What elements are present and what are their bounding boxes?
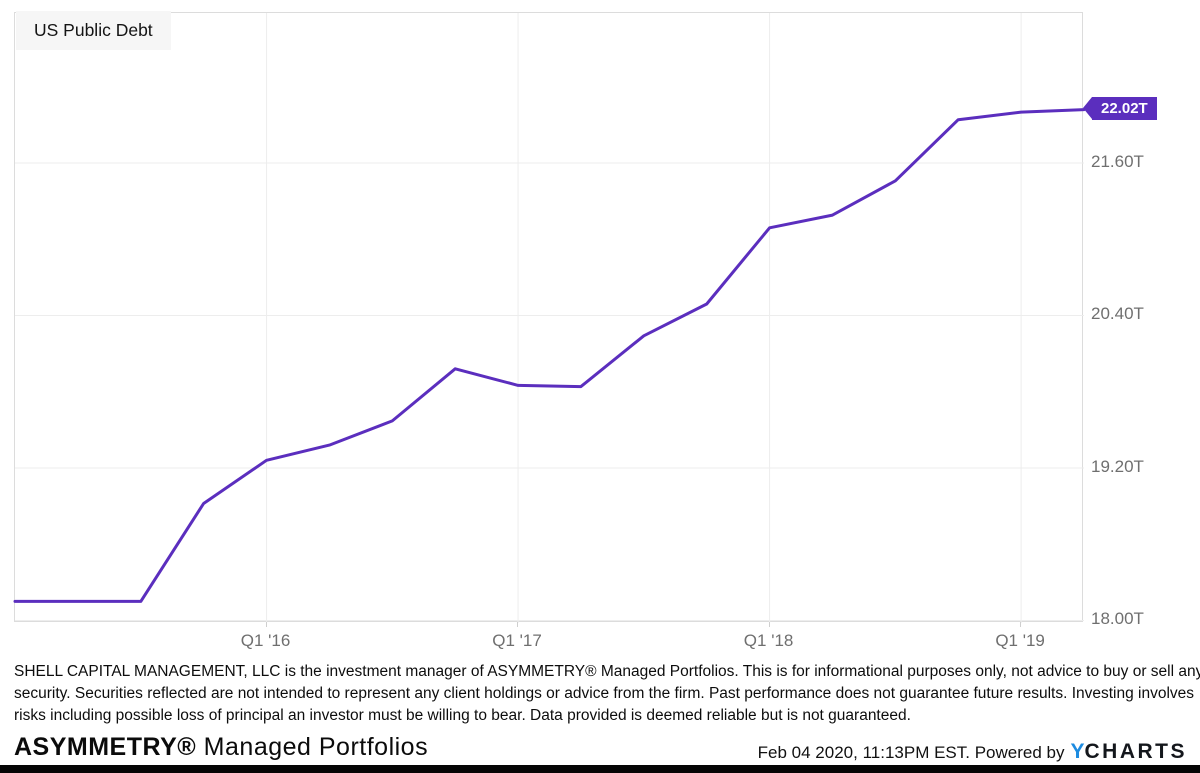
y-axis-label: 20.40T <box>1091 304 1144 324</box>
last-value-label: 22.02T <box>1101 100 1148 118</box>
x-axis-tick <box>1020 622 1022 627</box>
ycharts-y: Y <box>1070 740 1085 763</box>
timestamp: Feb 04 2020, 11:13PM EST. Powered by <box>757 743 1065 762</box>
brand-suffix: Managed Portfolios <box>196 733 429 761</box>
ycharts-wordmark: CHARTS <box>1084 740 1187 763</box>
powered-by: Feb 04 2020, 11:13PM EST. Powered by YCH… <box>758 740 1187 764</box>
disclaimer-line: risks including possible loss of princip… <box>14 707 911 724</box>
x-axis-label: Q1 '17 <box>492 631 542 650</box>
y-axis-label: 19.20T <box>1091 456 1144 476</box>
disclaimer-line: security. Securities reflected are not i… <box>14 685 1195 702</box>
x-axis-tick <box>517 622 519 627</box>
last-value-badge: 22.02T <box>1083 97 1157 121</box>
disclaimer-text: SHELL CAPITAL MANAGEMENT, LLC is the inv… <box>14 661 1200 727</box>
plot-area <box>13 12 1086 623</box>
x-axis-label: Q1 '16 <box>240 631 291 650</box>
x-axis-tick <box>265 622 267 627</box>
bottom-divider-bar <box>0 765 1200 773</box>
ycharts-logo: YCHARTS <box>1070 740 1187 764</box>
line-chart <box>13 13 1086 623</box>
x-axis-label: Q1 '19 <box>995 631 1045 650</box>
disclaimer-line: SHELL CAPITAL MANAGEMENT, LLC is the inv… <box>14 663 1200 680</box>
x-axis-tick <box>768 622 770 627</box>
y-axis-label: 21.60T <box>1091 151 1144 171</box>
asymmetry-brand: ASYMMETRY® Managed Portfolios <box>14 733 428 762</box>
y-axis-label: 18.00T <box>1091 609 1144 629</box>
x-axis-label: Q1 '18 <box>743 631 794 650</box>
chart-title: US Public Debt <box>16 11 171 50</box>
brand-name: ASYMMETRY® <box>14 733 197 761</box>
